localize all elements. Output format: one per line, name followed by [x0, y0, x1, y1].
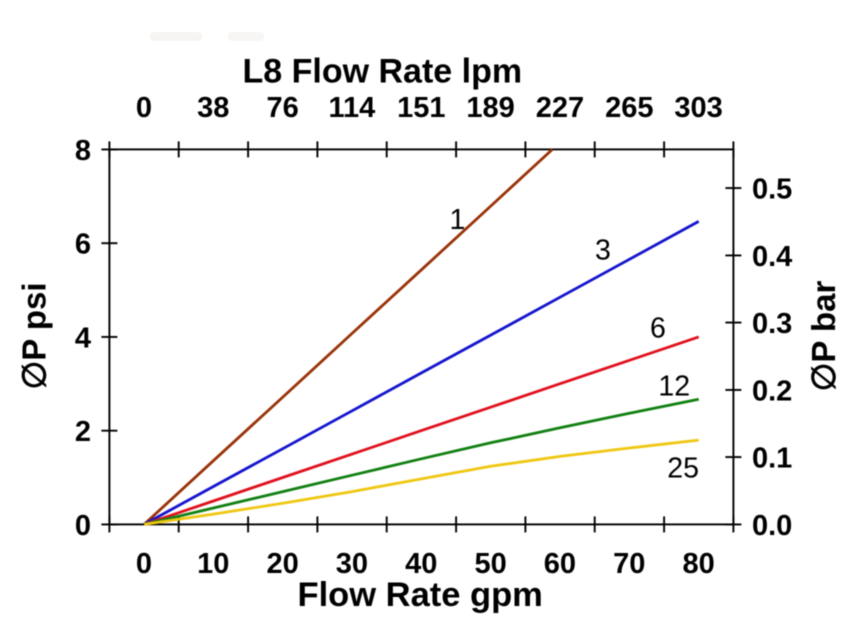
svg-text:0.1: 0.1	[752, 443, 792, 475]
svg-text:12: 12	[658, 371, 690, 403]
svg-text:6: 6	[650, 312, 666, 344]
svg-text:0.3: 0.3	[752, 308, 792, 340]
svg-text:1: 1	[449, 204, 465, 236]
svg-text:76: 76	[266, 92, 298, 124]
svg-text:50: 50	[474, 548, 506, 580]
svg-text:40: 40	[405, 548, 437, 580]
svg-text:303: 303	[674, 92, 722, 124]
svg-text:3: 3	[595, 235, 611, 267]
svg-text:0: 0	[136, 548, 152, 580]
svg-text:0.5: 0.5	[752, 174, 792, 206]
svg-text:∅P psi: ∅P psi	[16, 282, 53, 389]
svg-text:2: 2	[75, 416, 91, 448]
svg-text:227: 227	[536, 92, 584, 124]
svg-text:265: 265	[605, 92, 653, 124]
svg-text:0.2: 0.2	[752, 375, 792, 407]
svg-text:L8 Flow Rate lpm: L8 Flow Rate lpm	[243, 52, 523, 90]
svg-text:80: 80	[682, 548, 714, 580]
svg-text:70: 70	[613, 548, 645, 580]
svg-text:4: 4	[75, 322, 91, 354]
svg-text:∅P bar: ∅P bar	[805, 281, 842, 392]
svg-text:151: 151	[397, 92, 445, 124]
svg-text:0.4: 0.4	[752, 241, 792, 273]
svg-text:30: 30	[336, 548, 368, 580]
svg-text:189: 189	[466, 92, 514, 124]
svg-text:8: 8	[75, 135, 91, 167]
svg-text:25: 25	[667, 453, 699, 485]
svg-text:114: 114	[329, 92, 376, 124]
svg-text:Flow Rate gpm: Flow Rate gpm	[298, 576, 543, 614]
svg-text:0.0: 0.0	[752, 510, 792, 542]
svg-text:10: 10	[197, 548, 229, 580]
svg-text:20: 20	[266, 548, 298, 580]
svg-text:60: 60	[544, 548, 576, 580]
svg-text:38: 38	[197, 92, 229, 124]
svg-text:0: 0	[136, 92, 152, 124]
svg-text:6: 6	[75, 229, 91, 261]
svg-text:0: 0	[75, 510, 91, 542]
